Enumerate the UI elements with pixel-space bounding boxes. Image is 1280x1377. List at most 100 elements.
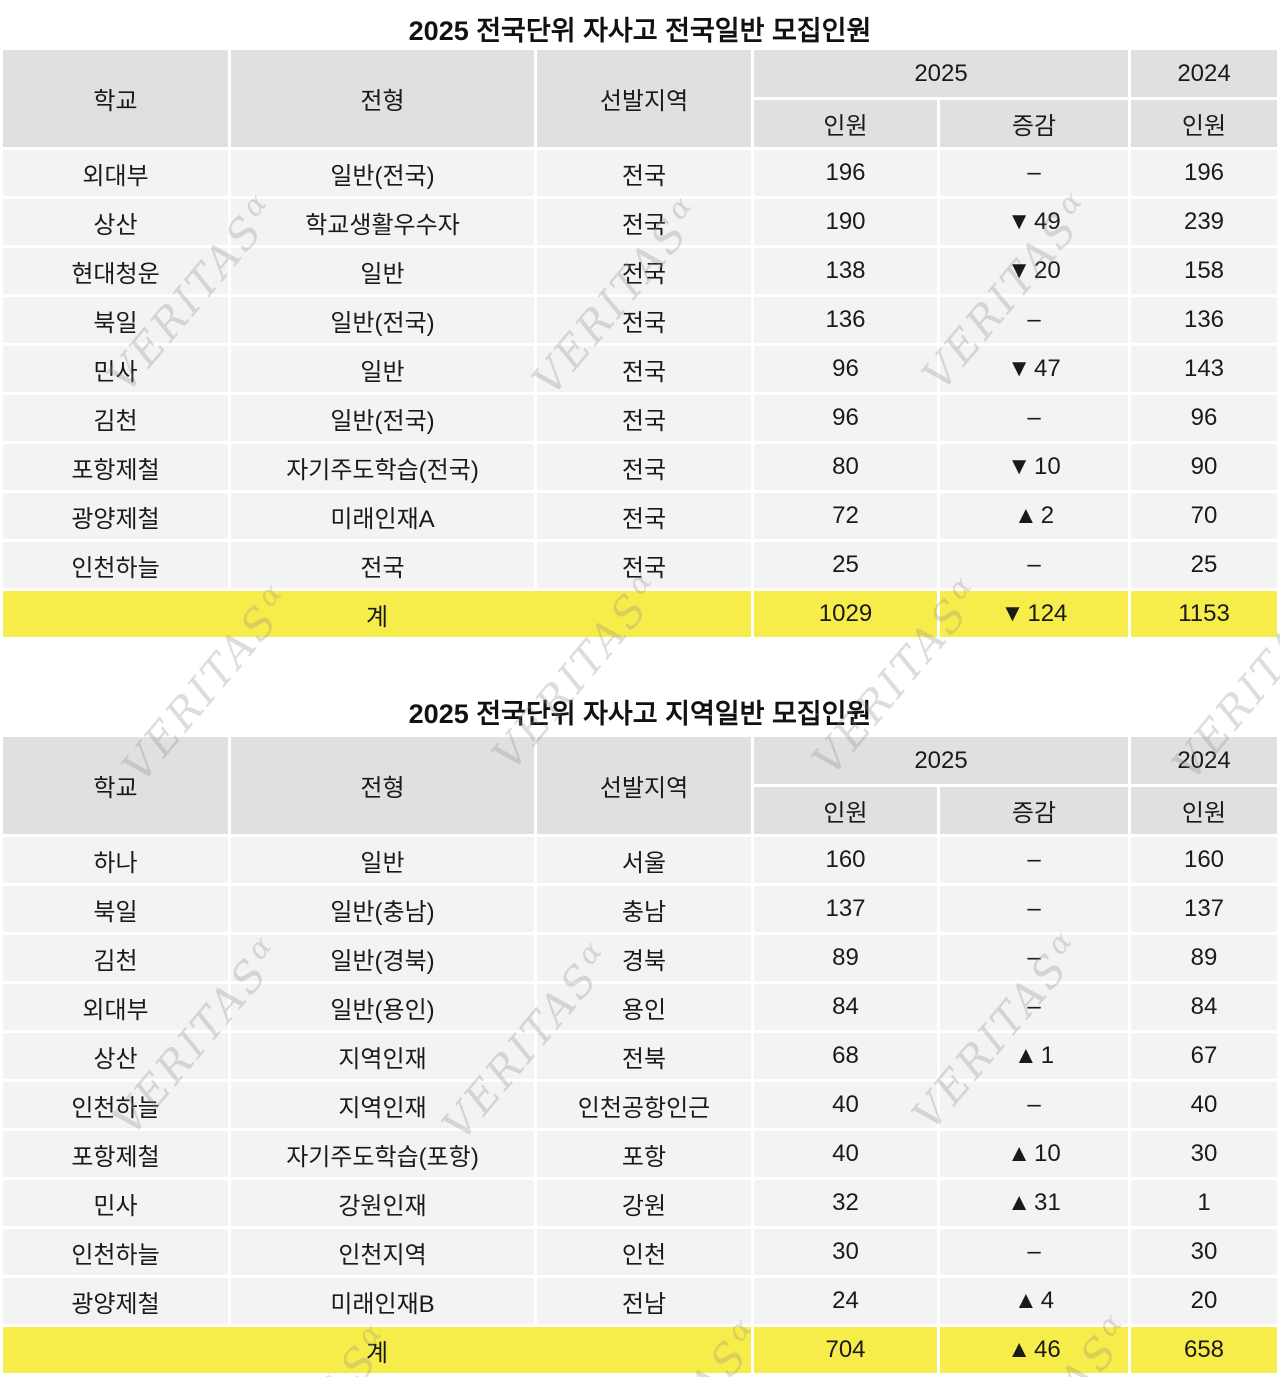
change-value: – (1027, 944, 1041, 971)
count-2025-cell: 704 (754, 1327, 937, 1373)
school-cell: 광양제철 (3, 493, 228, 539)
header-school: 학교 (3, 50, 228, 147)
track-cell: 미래인재B (231, 1278, 534, 1324)
table-row: 현대청운 일반 전국 138 ▼ 20 158 (3, 248, 1278, 294)
header-track: 전형 (231, 50, 534, 147)
school-cell: 외대부 (3, 984, 228, 1030)
table-row: 민사 일반 전국 96 ▼ 47 143 (3, 346, 1278, 392)
change-cell: ▲ 46 (940, 1327, 1129, 1373)
change-value: – (1027, 306, 1041, 333)
school-cell: 하나 (3, 837, 228, 883)
header-change: 증감 (940, 100, 1129, 147)
school-cell: 현대청운 (3, 248, 228, 294)
track-cell: 일반 (231, 837, 534, 883)
track-cell: 자기주도학습(포항) (231, 1131, 534, 1177)
track-cell: 일반(용인) (231, 984, 534, 1030)
school-cell: 김천 (3, 935, 228, 981)
table1: 학교 전형 선발지역 2025 2024 인원 증감 인원 외대부 일반(전국) 전… (0, 47, 1280, 640)
school-cell: 포항제철 (3, 444, 228, 490)
header-track: 전형 (231, 737, 534, 834)
count-2024-cell: 40 (1131, 1082, 1278, 1128)
header-count-2025: 인원 (754, 787, 937, 834)
track-cell: 지역인재 (231, 1033, 534, 1079)
count-2025-cell: 196 (754, 150, 937, 196)
track-cell: 지역인재 (231, 1082, 534, 1128)
track-cell: 전국 (231, 542, 534, 588)
region-cell: 전국 (537, 542, 751, 588)
count-2025-cell: 72 (754, 493, 937, 539)
region-cell: 인천 (537, 1229, 751, 1275)
total-label-cell: 계 (3, 591, 751, 637)
change-cell: ▼ 10 (940, 444, 1129, 490)
table-row: 북일 일반(충남) 충남 137–137 (3, 886, 1278, 932)
count-2025-cell: 160 (754, 837, 937, 883)
change-cell: ▲ 2 (940, 493, 1129, 539)
school-cell: 북일 (3, 886, 228, 932)
table-row: 광양제철 미래인재B 전남 24 ▲ 4 20 (3, 1278, 1278, 1324)
change-cell: – (940, 1082, 1129, 1128)
header-2024: 2024 (1131, 737, 1278, 784)
count-2024-cell: 136 (1131, 297, 1278, 343)
change-cell: ▼ 20 (940, 248, 1129, 294)
change-value: 4 (1040, 1287, 1055, 1314)
table1-title: 2025 전국단위 자사고 전국일반 모집인원 (408, 16, 872, 46)
school-cell: 북일 (3, 297, 228, 343)
count-2024-cell: 84 (1131, 984, 1278, 1030)
school-cell: 민사 (3, 346, 228, 392)
change-cell: – (940, 395, 1129, 441)
school-cell: 인천하늘 (3, 542, 228, 588)
region-cell: 전국 (537, 395, 751, 441)
track-cell: 강원인재 (231, 1180, 534, 1226)
count-2025-cell: 32 (754, 1180, 937, 1226)
region-cell: 전남 (537, 1278, 751, 1324)
change-cell: – (940, 150, 1129, 196)
count-2024-cell: 25 (1131, 542, 1278, 588)
change-value: – (1027, 159, 1041, 186)
change-value: 10 (1034, 1140, 1061, 1167)
track-cell: 일반(전국) (231, 297, 534, 343)
track-cell: 일반 (231, 248, 534, 294)
change-value: 31 (1034, 1189, 1061, 1216)
school-cell: 광양제철 (3, 1278, 228, 1324)
change-cell: ▲ 1 (940, 1033, 1129, 1079)
region-cell: 전국 (537, 346, 751, 392)
down-triangle-icon: ▼ (1007, 257, 1032, 284)
region-cell: 전국 (537, 150, 751, 196)
count-2025-cell: 24 (754, 1278, 937, 1324)
table-row: 인천하늘 인천지역 인천 30–30 (3, 1229, 1278, 1275)
region-cell: 인천공항인근 (537, 1082, 751, 1128)
table-row: 포항제철 자기주도학습(포항) 포항 40 ▲ 10 30 (3, 1131, 1278, 1177)
up-triangle-icon: ▲ (1007, 1336, 1032, 1363)
track-cell: 학교생활우수자 (231, 199, 534, 245)
change-cell: – (940, 542, 1129, 588)
region-cell: 용인 (537, 984, 751, 1030)
count-2025-cell: 80 (754, 444, 937, 490)
count-2024-cell: 89 (1131, 935, 1278, 981)
header-school: 학교 (3, 737, 228, 834)
count-2024-cell: 1153 (1131, 591, 1278, 637)
change-cell: ▲ 10 (940, 1131, 1129, 1177)
change-value: 49 (1034, 208, 1061, 235)
count-2024-cell: 30 (1131, 1131, 1278, 1177)
header-count-2025: 인원 (754, 100, 937, 147)
down-triangle-icon: ▼ (1007, 208, 1032, 235)
count-2024-cell: 239 (1131, 199, 1278, 245)
table-row: 하나 일반 서울 160–160 (3, 837, 1278, 883)
school-cell: 외대부 (3, 150, 228, 196)
table-row: 김천 일반(전국) 전국 96–96 (3, 395, 1278, 441)
table-row: 외대부 일반(용인) 용인 84–84 (3, 984, 1278, 1030)
table-row: 포항제철 자기주도학습(전국) 전국 80 ▼ 10 90 (3, 444, 1278, 490)
change-value: 1 (1040, 1042, 1055, 1069)
change-value: – (1027, 895, 1041, 922)
region-cell: 전국 (537, 444, 751, 490)
track-cell: 일반(충남) (231, 886, 534, 932)
change-value: – (1027, 551, 1041, 578)
table1-body: 외대부 일반(전국) 전국 196–196 상산 학교생활우수자 전국 190 ▼ 49 239 현대… (3, 150, 1278, 637)
table-row: 북일 일반(전국) 전국 136–136 (3, 297, 1278, 343)
count-2024-cell: 160 (1131, 837, 1278, 883)
count-2024-cell: 96 (1131, 395, 1278, 441)
school-cell: 김천 (3, 395, 228, 441)
change-value: 2 (1040, 502, 1055, 529)
count-2024-cell: 196 (1131, 150, 1278, 196)
